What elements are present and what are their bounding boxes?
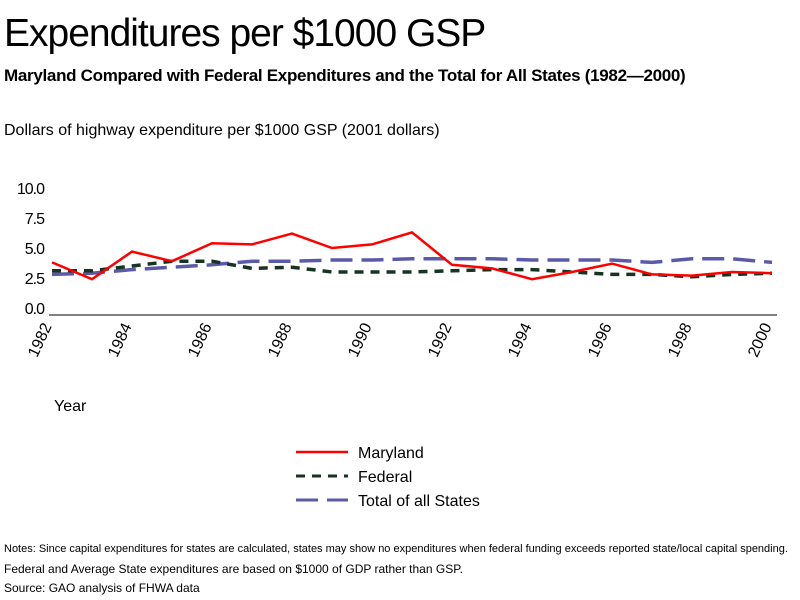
chart-subtitle: Maryland Compared with Federal Expenditu… xyxy=(4,66,686,85)
y-tick-label: 2.5 xyxy=(25,271,45,288)
y-tick-label: 0.0 xyxy=(25,301,45,318)
x-tick-label: 1998 xyxy=(665,320,695,360)
y-axis-label: Dollars of highway expenditure per $1000… xyxy=(4,122,440,139)
x-tick-label: 1994 xyxy=(505,320,535,360)
x-tick-label: 1996 xyxy=(585,320,615,360)
series-line-maryland xyxy=(51,231,773,281)
x-axis-label: Year xyxy=(54,398,87,415)
x-tick-label: 1990 xyxy=(345,320,375,360)
y-tick-label: 5.0 xyxy=(25,241,45,258)
series-line-total-of-all-states xyxy=(51,257,773,277)
x-tick-label: 1984 xyxy=(105,320,135,360)
legend-label: Federal xyxy=(358,469,412,486)
x-tick-label: 2000 xyxy=(745,320,775,360)
chart-title: Expenditures per $1000 GSP xyxy=(4,12,486,55)
y-tick-label: 7.5 xyxy=(25,211,45,228)
x-tick-label: 1986 xyxy=(185,320,215,360)
y-tick-label: 10.0 xyxy=(17,181,45,198)
note-text: Federal and Average State expenditures a… xyxy=(4,562,463,576)
legend-label: Maryland xyxy=(358,445,424,462)
x-tick-label: 1982 xyxy=(25,320,55,360)
legend-label: Total of all States xyxy=(358,493,480,510)
source-text: Source: GAO analysis of FHWA data xyxy=(4,581,200,595)
note-text: Notes: Since capital expenditures for st… xyxy=(4,543,788,555)
x-tick-label: 1992 xyxy=(425,320,455,360)
x-tick-label: 1988 xyxy=(265,320,295,360)
